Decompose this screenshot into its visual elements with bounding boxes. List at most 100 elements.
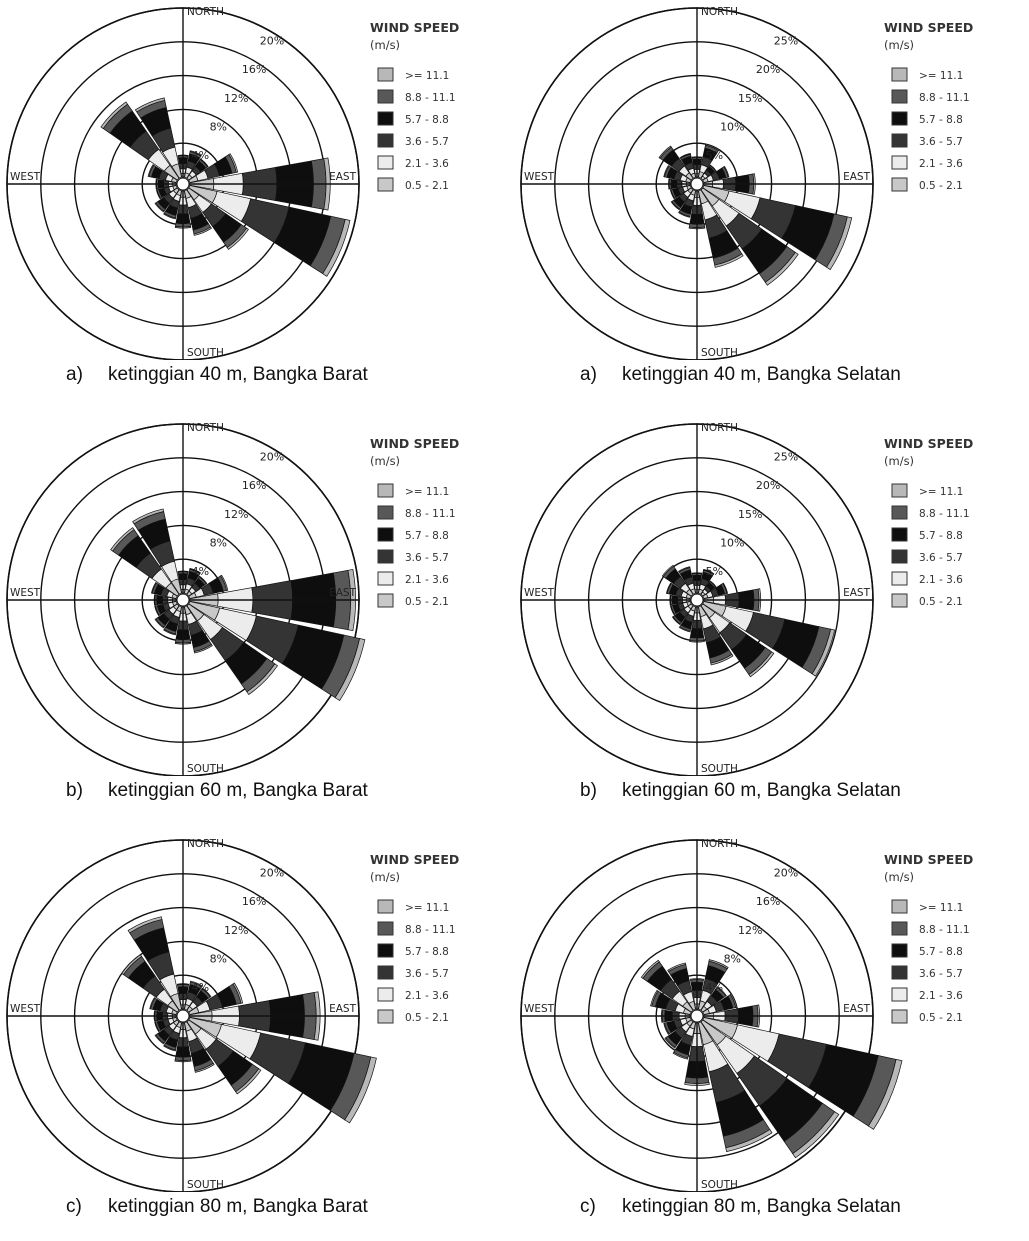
petal-WNW <box>665 582 692 599</box>
petal-SW <box>670 187 694 211</box>
petal-segment <box>658 145 672 159</box>
petal-NE <box>186 575 208 597</box>
legend-swatch <box>377 177 394 192</box>
petal-segment <box>640 959 660 979</box>
petal-SE <box>186 603 279 696</box>
petal-segment <box>678 626 691 633</box>
ring-label: 4% <box>192 981 209 994</box>
petal-segment <box>703 568 715 575</box>
petal-ESE <box>188 601 366 702</box>
legend-item-label: 0.5 - 2.1 <box>405 1012 449 1024</box>
petal-ENE <box>188 982 244 1015</box>
petal-ENE <box>702 165 730 183</box>
legend-unit: (m/s) <box>884 454 914 468</box>
petal-WNW <box>650 989 692 1015</box>
petal-segment <box>190 980 203 988</box>
ring-label: 16% <box>756 895 780 908</box>
legend: WIND SPEED (m/s) >= 11.1 8.8 - 11.1 5.7 - 8.… <box>884 852 973 1024</box>
petal-segment <box>709 164 717 172</box>
petal-SSW <box>678 605 696 633</box>
legend-item-label: >= 11.1 <box>919 486 963 498</box>
ring-label: 8% <box>210 953 227 966</box>
caption-text: ketinggian 40 m, Bangka Selatan <box>622 364 901 385</box>
legend-swatch <box>891 549 908 564</box>
legend-item-label: 8.8 - 11.1 <box>405 924 456 936</box>
legend-swatch <box>377 505 394 520</box>
petal-segment <box>729 993 738 1008</box>
legend-unit: (m/s) <box>370 38 400 52</box>
legend-swatch <box>891 483 908 498</box>
caption-text: ketinggian 40 m, Bangka Barat <box>108 364 368 385</box>
petal-NNE <box>698 568 715 595</box>
petal-segment <box>665 582 672 594</box>
panel-caption: a) ketinggian 40 m, Bangka Barat <box>0 364 514 394</box>
petal-WNW <box>150 582 178 599</box>
ring-label: 4% <box>706 981 723 994</box>
legend-item-label: 2.1 - 3.6 <box>405 990 449 1002</box>
center-hub <box>690 593 704 607</box>
petal-WSW <box>663 1017 692 1035</box>
legend-swatch <box>377 921 394 936</box>
panel-caption: b) ketinggian 60 m, Bangka Barat <box>0 780 514 810</box>
legend-swatch <box>377 593 394 608</box>
legend-title: WIND SPEED <box>370 436 459 451</box>
petal-ESE <box>702 601 836 677</box>
petal-segment <box>723 165 730 178</box>
legend-swatch <box>377 111 394 126</box>
ring-label: 12% <box>224 508 248 521</box>
legend-title: WIND SPEED <box>370 20 459 35</box>
petal-segment <box>678 211 691 218</box>
legend-swatch <box>891 111 908 126</box>
compass-west: WEST <box>524 587 555 599</box>
petal-WSW <box>155 185 178 200</box>
petal-segment <box>193 644 213 654</box>
legend-swatch <box>891 943 908 958</box>
center-hub <box>176 177 190 191</box>
compass-west: WEST <box>10 171 41 183</box>
petal-segment <box>193 226 212 236</box>
petal-ENE <box>188 574 229 599</box>
petal-E <box>703 173 756 195</box>
compass-south: SOUTH <box>701 763 738 775</box>
petal-SSE <box>698 189 744 268</box>
legend-item-label: >= 11.1 <box>919 70 963 82</box>
petal-NW <box>110 527 180 597</box>
legend-swatch <box>891 965 908 980</box>
ring-label: 5% <box>706 149 723 162</box>
legend-item-label: 3.6 - 5.7 <box>405 968 449 980</box>
petal-SSE <box>184 1021 215 1073</box>
petal-segment <box>163 628 176 636</box>
ring-label: 20% <box>756 479 780 492</box>
petal-segment <box>232 982 244 1004</box>
petal-NE <box>186 987 212 1013</box>
caption-text: ketinggian 60 m, Bangka Selatan <box>622 780 901 801</box>
petal-segment <box>708 959 729 970</box>
caption-letter: a) <box>66 364 83 385</box>
petal-segment <box>154 618 165 629</box>
legend-swatch <box>891 1009 908 1024</box>
petal-segment <box>867 1058 903 1130</box>
caption-letter: a) <box>580 364 597 385</box>
legend-swatch <box>891 593 908 608</box>
ring-label: 20% <box>260 35 284 48</box>
legend-swatch <box>377 67 394 82</box>
petal-segment <box>669 189 676 200</box>
petal-ESE <box>188 185 351 277</box>
legend-item-label: 3.6 - 5.7 <box>405 136 449 148</box>
windrose-chart: NORTH SOUTH EAST WEST 4% 8% 12% 16% 20% WIND SPEE… <box>6 6 459 360</box>
legend-swatch <box>891 133 908 148</box>
petal-NW <box>640 959 694 1013</box>
center-hub <box>690 1009 704 1023</box>
legend-swatch <box>891 67 908 82</box>
petal-segment <box>334 638 366 702</box>
petal-SSW <box>163 189 182 220</box>
petal-NNW <box>678 566 696 595</box>
petal-segment <box>661 564 675 578</box>
legend-swatch <box>377 483 394 498</box>
petal-ESE <box>702 1017 903 1130</box>
windrose-panel-e: NORTH SOUTH EAST WEST 4% 8% 12% 16% 20% WIND SPEE… <box>0 832 514 1241</box>
petal-NW <box>658 145 694 181</box>
compass-east: EAST <box>843 171 870 183</box>
legend-swatch <box>891 987 908 1002</box>
petal-WSW <box>669 601 692 616</box>
